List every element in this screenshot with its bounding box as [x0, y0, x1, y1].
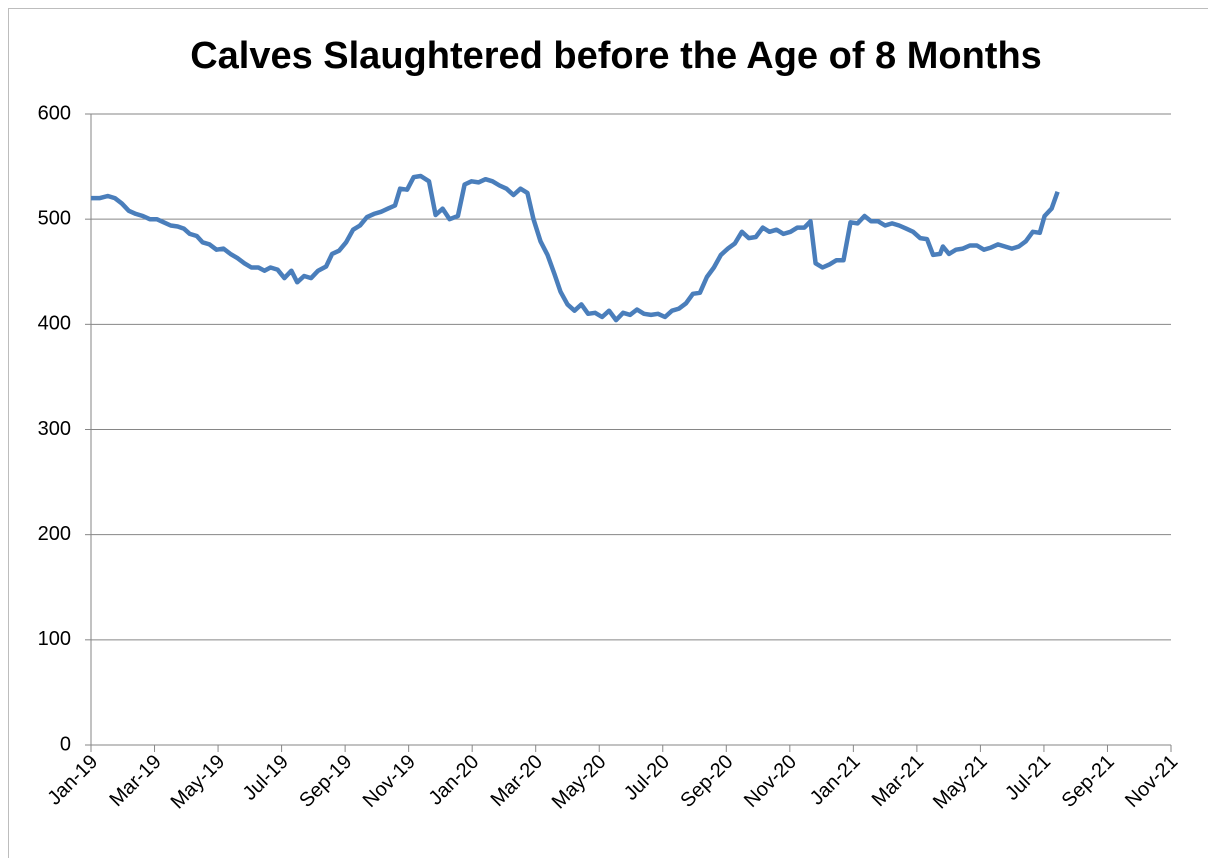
data-line — [91, 173, 1060, 323]
x-tick-label: Mar-21 — [868, 751, 928, 811]
x-tick-label: Jul-19 — [239, 751, 293, 805]
x-tick-label: Jul-21 — [1001, 751, 1055, 805]
y-tick-label: 300 — [38, 418, 71, 440]
x-tick-label: Sep-20 — [676, 751, 737, 812]
chart-frame — [8, 8, 1208, 858]
y-tick-label: 100 — [38, 628, 71, 650]
y-tick-label: 200 — [38, 523, 71, 545]
x-tick-label: May-20 — [548, 751, 611, 814]
x-tick-label: Nov-19 — [359, 751, 420, 812]
x-tick-label: Sep-19 — [295, 751, 356, 812]
x-tick-label: Jul-20 — [620, 751, 674, 805]
x-tick-label: May-21 — [929, 751, 992, 814]
x-tick-label: Mar-20 — [487, 751, 547, 811]
y-tick-label: 400 — [38, 313, 71, 335]
y-tick-label: 0 — [60, 733, 71, 755]
x-tick-label: Nov-20 — [740, 751, 801, 812]
y-tick-label: 600 — [38, 102, 71, 124]
x-tick-label: Mar-19 — [105, 751, 165, 811]
x-tick-label: Sep-21 — [1058, 751, 1119, 812]
x-tick-label: Jan-19 — [43, 751, 102, 810]
x-tick-label: Nov-21 — [1121, 751, 1182, 812]
x-tick-label: May-19 — [167, 751, 230, 814]
x-tick-label: Jan-20 — [425, 751, 484, 810]
x-tick-label: Jan-21 — [806, 751, 865, 810]
y-tick-label: 500 — [38, 207, 71, 229]
chart-title: Calves Slaughtered before the Age of 8 M… — [190, 35, 1042, 77]
